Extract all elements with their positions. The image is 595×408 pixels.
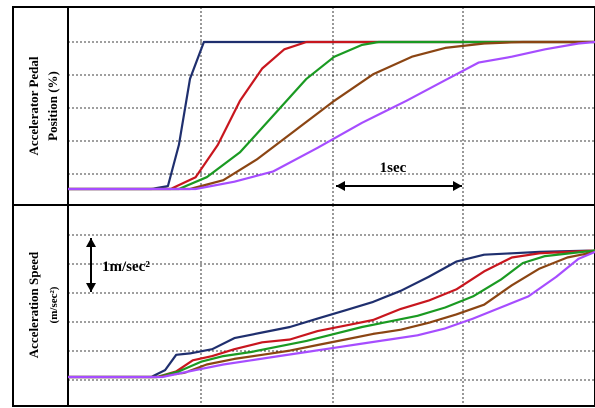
pedal-ylabel-line1: Accelerator Pedal [26, 56, 41, 155]
one-mps2-marker: 1m/sec² [86, 238, 150, 292]
series-line-2 [68, 249, 595, 379]
one-second-marker: 1sec [336, 160, 462, 191]
series-line-5 [68, 250, 595, 379]
one-mps2-arrowhead-bottom [86, 283, 96, 292]
one-mps2-arrowhead-top [86, 238, 96, 247]
pedal-panel: Accelerator Pedal Position (%) 1sec [12, 6, 595, 206]
one-second-arrowhead-right [453, 181, 462, 191]
accel-ylabel-box [12, 204, 69, 407]
pedal-plot-frame [67, 6, 595, 206]
series-line-1 [68, 249, 595, 379]
one-second-label: 1sec [380, 160, 407, 176]
series-line-5 [68, 40, 595, 191]
pedal-ylabel-line2: Position (%) [45, 71, 60, 141]
accel-ylabel-line2: (m/sec²) [48, 286, 60, 323]
accel-ylabel-line1: Acceleration Speed [26, 251, 41, 358]
series-line-2 [68, 40, 595, 191]
pedal-series-group [68, 40, 595, 191]
accel-series-group [68, 249, 595, 379]
one-second-arrowhead-left [336, 181, 345, 191]
series-line-3 [68, 40, 595, 191]
pedal-ylabel-box [12, 6, 69, 206]
acceleration-panel: Acceleration Speed (m/sec²) 1m/sec² [12, 204, 595, 407]
series-line-3 [68, 249, 595, 379]
accel-plot-frame [67, 204, 595, 407]
series-line-4 [68, 40, 595, 191]
pedal-grid [68, 7, 595, 205]
one-mps2-label: 1m/sec² [102, 259, 150, 275]
series-line-4 [68, 250, 595, 379]
accel-grid [68, 205, 595, 406]
